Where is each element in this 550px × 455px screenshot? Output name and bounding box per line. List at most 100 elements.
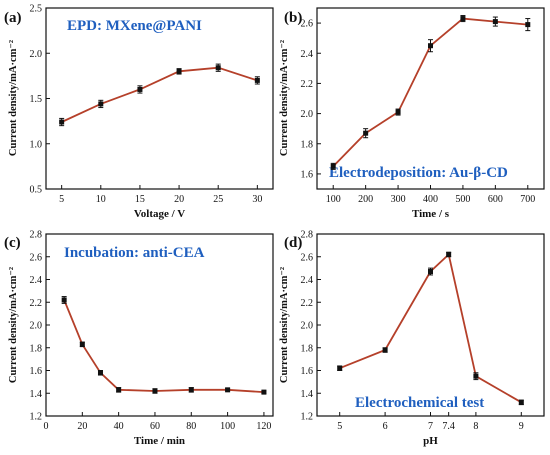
y-tick-label: 2.0 [301, 109, 314, 120]
y-tick-label: 2.0 [301, 321, 314, 332]
x-tick-label: 100 [326, 194, 341, 205]
x-tick-label: 120 [256, 421, 271, 432]
x-tick-label: 200 [358, 194, 373, 205]
data-point [395, 109, 401, 115]
x-tick-label: 60 [150, 421, 160, 432]
x-tick-label: 10 [96, 194, 106, 205]
x-axis-label: Voltage / V [134, 208, 185, 220]
series-line [61, 66, 258, 123]
x-tick-label: 400 [423, 194, 438, 205]
data-point [518, 399, 524, 405]
plot-frame [316, 233, 545, 417]
x-tick-label: 500 [455, 194, 470, 205]
panel-annotation: Electrochemical test [355, 395, 484, 411]
y-tick-label: 2.6 [301, 252, 314, 263]
data-point [492, 19, 498, 25]
y-tick-label: 2.4 [301, 49, 314, 60]
x-tick-label: 8 [473, 421, 478, 432]
plot-frame [45, 7, 274, 190]
panel-annotation: Electrodeposition: Au-β-CD [329, 165, 508, 181]
panel-label: (d) [284, 235, 302, 251]
x-tick-label: 300 [391, 194, 406, 205]
y-axis-label: Current density/mA·cm⁻² [279, 267, 290, 383]
y-tick-label: 2.6 [301, 19, 314, 30]
data-point [337, 365, 343, 371]
data-point [525, 22, 531, 28]
data-point [460, 16, 466, 22]
data-point [261, 389, 267, 395]
x-axis-label: pH [423, 435, 438, 447]
data-point [176, 68, 182, 74]
data-point [79, 341, 85, 347]
y-tick-label: 2.2 [301, 79, 314, 90]
panel-label: (c) [4, 235, 21, 251]
x-tick-label: 15 [135, 194, 145, 205]
data-point [97, 370, 103, 376]
x-tick-label: 5 [337, 421, 342, 432]
series-line [339, 252, 522, 404]
panel-annotation: EPD: MXene@PANI [67, 18, 202, 34]
data-point [215, 65, 221, 71]
chart-panel-2: 100 200 300 400 500 600 700 1.6 1.8 2.0 2.2 2.4 2.6 T… [279, 7, 545, 220]
y-tick-label: 1.2 [30, 412, 43, 423]
x-tick-label: 100 [220, 421, 235, 432]
x-tick-label: 25 [213, 194, 223, 205]
data-point [116, 387, 122, 393]
y-axis-label: Current density/mA·cm⁻² [8, 267, 19, 383]
y-axis-label: Current density/mA·cm⁻² [279, 40, 290, 156]
data-point [254, 77, 260, 83]
y-tick-label: 1.8 [301, 139, 314, 150]
data-point [428, 43, 433, 49]
x-tick-label: 20 [174, 194, 184, 205]
y-tick-label: 2.0 [30, 321, 43, 332]
plot-frame [316, 7, 545, 190]
y-tick-label: 1.2 [301, 412, 314, 423]
x-tick-label: 700 [520, 194, 535, 205]
chart-panel-4: 5 6 7 7.4 8 9 1.2 1.4 1.6 1.8 2.0 2.2 2.4 2.6 2.8 pH Cur… [279, 230, 545, 447]
chart-panel-3: 0 20 40 60 80 100 120 1.2 1.4 1.6 1.8 2.0 2.2 2.4 2.6 2… [4, 230, 274, 447]
x-tick-label: 7.4 [442, 421, 455, 432]
x-tick-label: 20 [77, 421, 87, 432]
y-tick-label: 1.8 [301, 343, 314, 354]
y-tick-label: 2.5 [30, 4, 43, 15]
y-tick-label: 1.6 [30, 366, 43, 377]
x-tick-label: 600 [488, 194, 503, 205]
data-point [225, 387, 231, 393]
y-tick-label: 2.4 [301, 275, 314, 286]
x-axis-label: Time / s [412, 208, 450, 220]
y-axis-label: Current density/mA·cm⁻² [8, 40, 19, 156]
y-tick-label: 2.8 [301, 230, 314, 241]
y-tick-label: 1.0 [30, 139, 43, 150]
y-tick-label: 2.6 [30, 252, 43, 263]
data-point [152, 388, 158, 394]
data-point [428, 269, 433, 275]
data-point [137, 86, 143, 92]
x-tick-label: 80 [186, 421, 196, 432]
plot-frame [45, 233, 274, 417]
x-tick-label: 30 [252, 194, 262, 205]
data-point [59, 119, 65, 125]
data-point [61, 297, 67, 303]
data-point [188, 387, 194, 393]
chart-panel-1: 5 10 15 20 25 30 0.5 1.0 1.5 2.0 2.5 Voltage / V Cur… [4, 4, 274, 220]
y-tick-label: 1.8 [30, 343, 43, 354]
x-tick-label: 5 [59, 194, 64, 205]
y-tick-label: 2.2 [301, 298, 314, 309]
y-tick-label: 1.4 [301, 389, 314, 400]
x-tick-label: 7 [428, 421, 433, 432]
panel-label: (b) [284, 10, 302, 26]
data-point [330, 163, 336, 169]
series-line [63, 299, 264, 393]
data-point [98, 101, 104, 107]
y-tick-label: 2.0 [30, 49, 43, 60]
x-axis-label: Time / min [134, 435, 185, 447]
data-point [363, 130, 369, 136]
panel-label: (a) [4, 10, 22, 26]
x-tick-label: 9 [519, 421, 524, 432]
x-tick-label: 0 [44, 421, 49, 432]
y-tick-label: 2.4 [30, 275, 43, 286]
y-tick-label: 0.5 [30, 185, 43, 196]
data-point [446, 251, 452, 257]
